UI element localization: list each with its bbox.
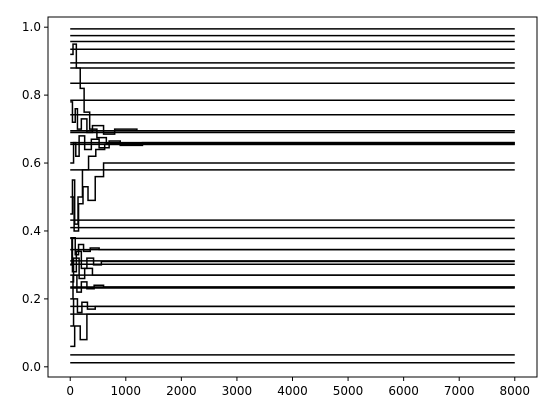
x-tick-label-0: 0: [66, 384, 74, 398]
y-tick-label-0: 0.0: [22, 360, 41, 374]
series-line-36: [70, 313, 515, 348]
y-tick-label-1: 0.2: [22, 292, 41, 306]
x-tick-label-5: 5000: [333, 384, 364, 398]
series-line-34: [70, 298, 515, 327]
x-tick-label-7: 7000: [444, 384, 475, 398]
x-tick-label-3: 3000: [222, 384, 253, 398]
series-line-27: [70, 101, 515, 135]
y-tick-label-2: 0.4: [22, 224, 41, 238]
x-tick-label-8: 8000: [499, 384, 530, 398]
axes: 0 1000 2000 3000 4000 5000 6000 7000 8000 0.0 0.2 0…: [22, 16, 538, 398]
y-tick-label-4: 0.8: [22, 88, 41, 102]
y-tick-label-3: 0.6: [22, 156, 41, 170]
y-tick-label-5: 1.0: [22, 20, 41, 34]
series-layer: [70, 28, 515, 364]
series-line-31: [70, 162, 515, 232]
series-line-29: [70, 43, 515, 145]
x-tick-label-2: 2000: [166, 384, 197, 398]
series-line-37: [70, 257, 515, 283]
series-line-30: [70, 143, 515, 225]
x-tick-label-4: 4000: [277, 384, 308, 398]
x-tick-label-6: 6000: [388, 384, 419, 398]
x-tick-label-1: 1000: [111, 384, 142, 398]
